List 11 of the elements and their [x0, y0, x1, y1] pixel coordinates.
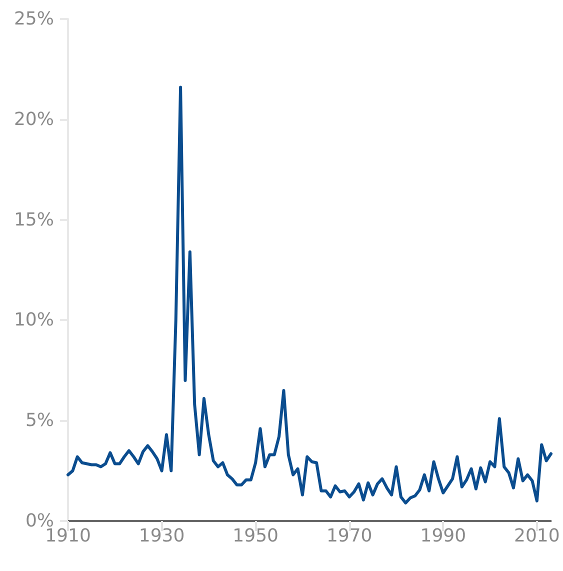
x-tick-label: 2010	[514, 526, 560, 546]
y-tick-label: 20%	[14, 108, 54, 130]
x-tick-label: 1950	[232, 526, 278, 546]
y-tick-label: 25%	[14, 8, 54, 30]
y-tick-label: 10%	[14, 310, 54, 331]
y-tick-label: 5%	[25, 410, 54, 432]
x-tick-label: 1930	[138, 526, 185, 546]
x-tick-label: 1970	[326, 526, 372, 546]
x-tick-label: 1990	[420, 526, 466, 546]
y-tick-label: 15%	[14, 209, 54, 230]
line-series	[66, 86, 552, 504]
